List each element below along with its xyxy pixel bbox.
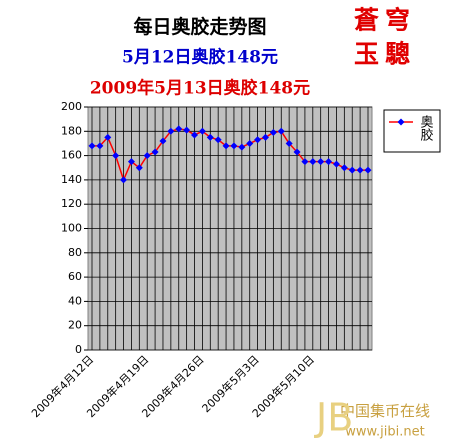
marker [104, 133, 112, 141]
marker [332, 160, 340, 168]
marker [175, 125, 183, 133]
marker [269, 129, 277, 137]
watermark-logo: JB [314, 396, 353, 440]
marker [317, 158, 325, 166]
marker [96, 142, 104, 150]
watermark: 中国集币在线 [340, 402, 430, 420]
marker [183, 126, 191, 134]
y-tick-label: 60 [68, 270, 82, 283]
y-tick-label: 40 [68, 294, 82, 307]
marker [135, 164, 143, 172]
marker [277, 127, 285, 135]
x-tick-label: 2009年5月3日 [199, 352, 262, 415]
marker [222, 142, 230, 150]
y-tick-label: 160 [61, 149, 82, 162]
marker [206, 133, 214, 141]
marker [301, 158, 309, 166]
marker [198, 127, 206, 135]
annotation: 2009年5月13日奥胶148元 [90, 78, 310, 99]
chart-title: 每日奥胶走势图 [133, 15, 266, 38]
watermark: www.jibi.net [345, 425, 424, 440]
y-tick-label: 140 [61, 173, 82, 186]
logo: 蒼穹 [354, 6, 416, 35]
marker [214, 136, 222, 144]
marker [325, 158, 333, 166]
marker [112, 152, 120, 160]
y-tick-label: 180 [61, 124, 82, 137]
marker [364, 166, 372, 174]
marker [285, 139, 293, 147]
y-tick-label: 0 [75, 343, 82, 356]
marker [293, 148, 301, 156]
marker [159, 137, 167, 145]
marker [309, 158, 317, 166]
marker [340, 164, 348, 172]
legend-box [383, 109, 441, 153]
y-tick-label: 80 [68, 246, 82, 259]
marker [238, 143, 246, 151]
marker [254, 136, 262, 144]
marker [230, 142, 238, 150]
marker [143, 152, 151, 160]
subtitle: 5月12日奥胶148元 [122, 47, 278, 68]
marker [191, 131, 199, 139]
marker [167, 127, 175, 135]
y-tick-label: 20 [68, 319, 82, 332]
marker [356, 166, 364, 174]
y-tick-label: 120 [61, 197, 82, 210]
marker [246, 139, 254, 147]
legend-label: 奥胶 [418, 115, 434, 142]
marker [261, 133, 269, 141]
marker [348, 166, 356, 174]
marker [151, 148, 159, 156]
legend-marker [397, 118, 405, 126]
marker [88, 142, 96, 150]
y-tick-label: 200 [61, 100, 82, 113]
logo: 玉驄 [354, 40, 416, 69]
marker [120, 176, 128, 184]
marker [127, 158, 135, 166]
y-tick-label: 100 [61, 222, 82, 235]
